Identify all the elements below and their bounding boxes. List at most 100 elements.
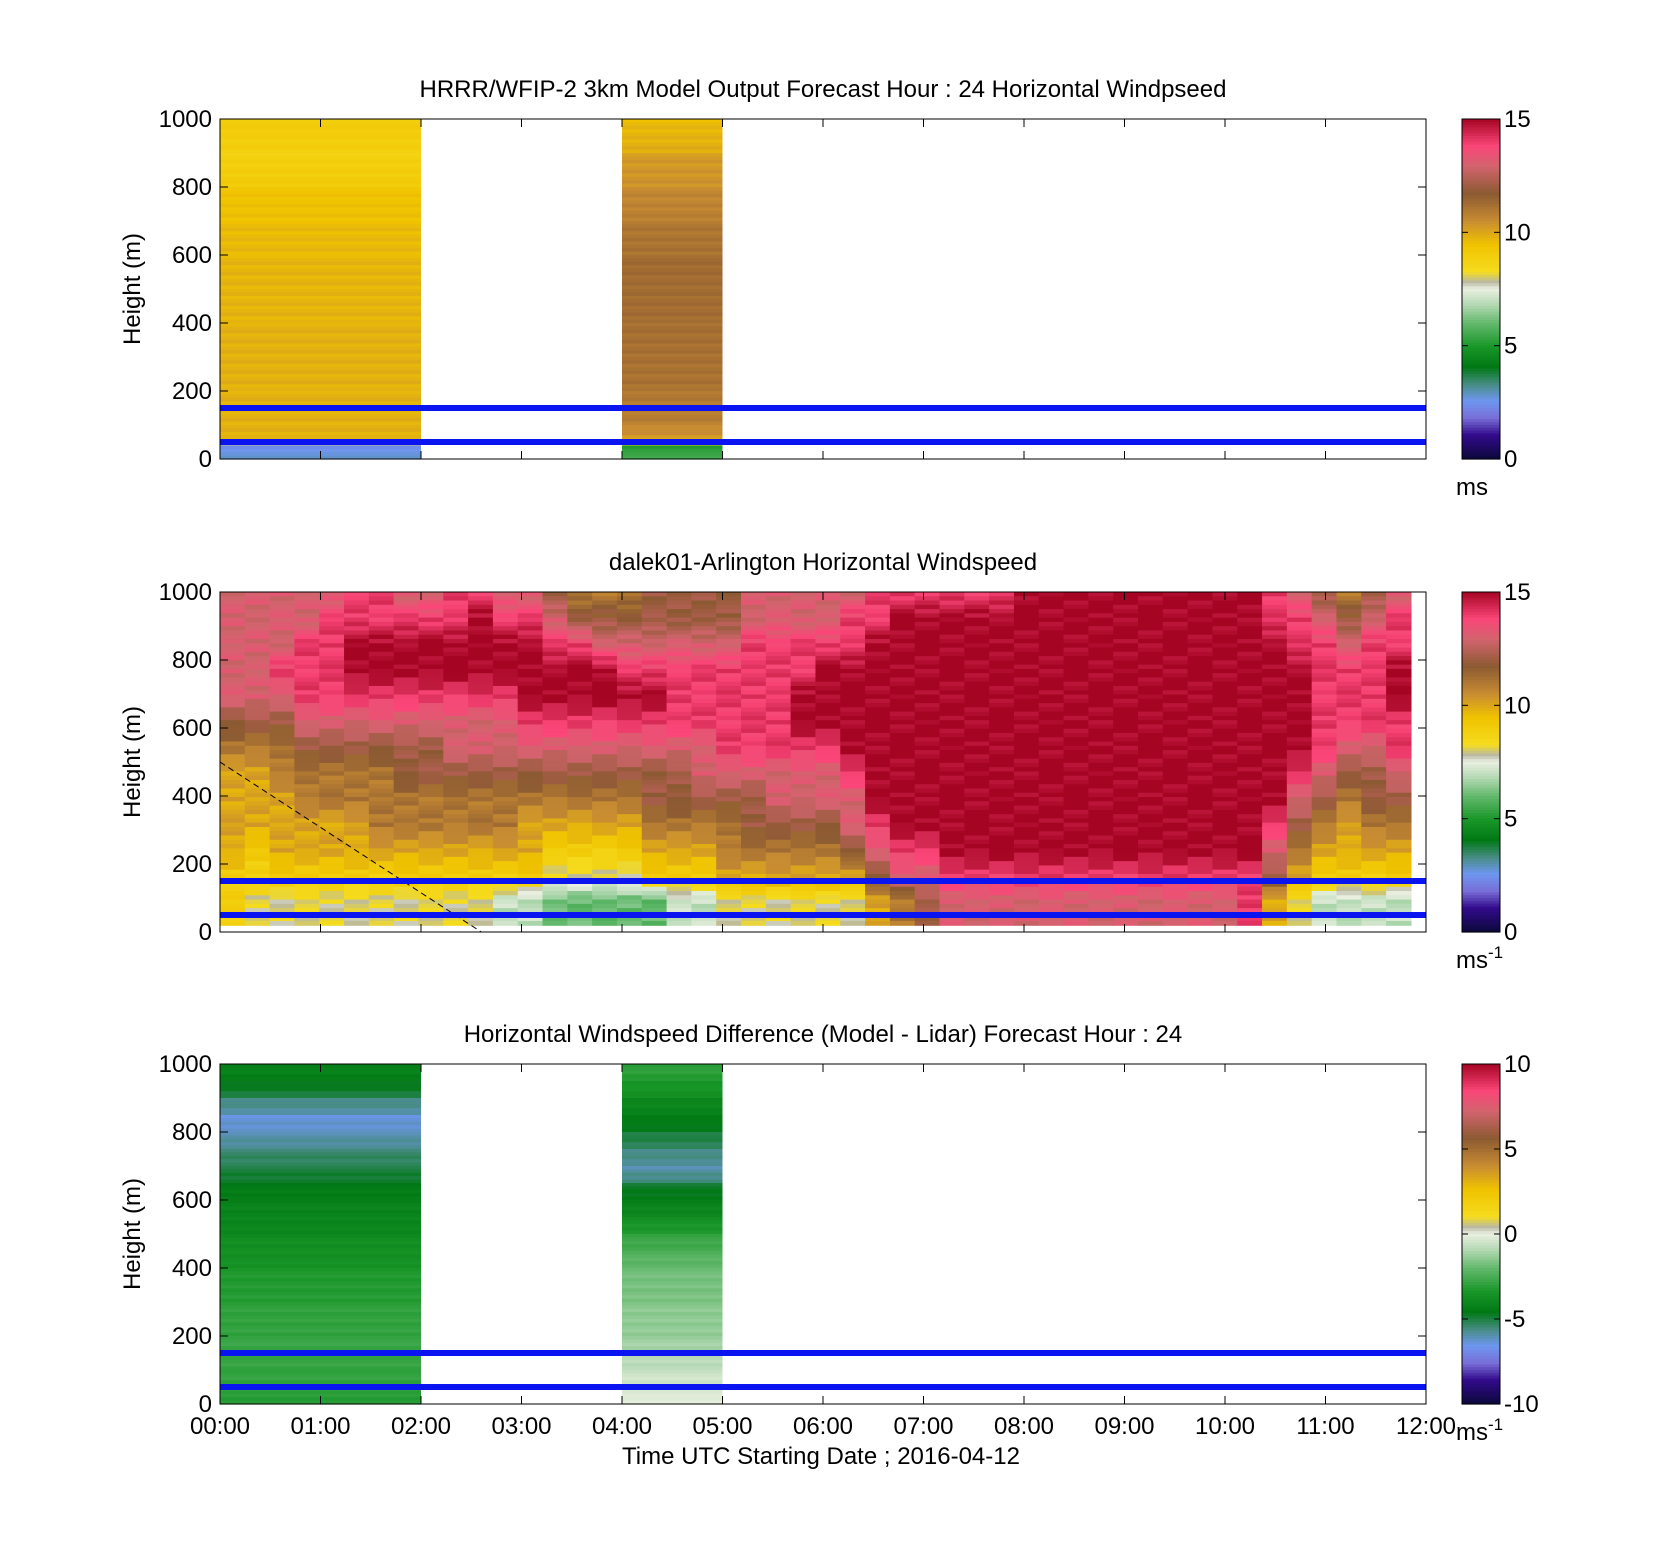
heatmap-cell [622,1200,723,1204]
heatmap-cell [1162,703,1189,708]
heatmap-cell [622,1332,723,1337]
heatmap-cell [622,1074,723,1079]
heatmap-cell [1212,732,1238,738]
heatmap-cell [622,353,723,358]
heatmap-cell [1088,920,1114,926]
heatmap-cell [393,852,420,858]
heatmap-cell [1038,664,1065,670]
heatmap-cell [865,621,891,627]
heatmap-cell [294,852,320,858]
heatmap-cell [1113,771,1139,777]
heatmap-cell [1063,805,1089,811]
heatmap-cell [616,916,643,922]
heatmap-cell [517,728,544,734]
heatmap-cell [269,728,296,734]
heatmap-cell [622,1067,723,1072]
heatmap-cell [939,647,965,653]
heatmap-cell [765,891,792,896]
heatmap-cell [269,673,296,679]
heatmap-cell [641,626,668,632]
heatmap-cell [1013,754,1040,760]
heatmap-cell [1311,660,1338,666]
heatmap-cell [244,771,271,777]
heatmap-cell [393,891,420,896]
heatmap-cell [567,895,593,901]
heatmap-cell [220,916,246,922]
heatmap-cell [1088,737,1114,743]
heatmap-cell [964,685,990,691]
heatmap-cell [542,818,568,824]
heatmap-cell [1237,805,1263,811]
heatmap-cell [1187,711,1214,717]
heatmap-cell [592,779,618,785]
heatmap-cell [1138,852,1164,858]
heatmap-cell [269,903,296,909]
colorbar-strip [1462,1370,1500,1374]
heatmap-cell [939,617,965,623]
heatmap-cell [294,685,320,691]
heatmap-cell [492,852,519,858]
heatmap-cell [1038,882,1065,888]
heatmap-cell [840,634,866,640]
heatmap-cell [1361,698,1387,704]
heatmap-cell [939,621,965,627]
heatmap-cell [622,1247,723,1252]
colorbar-strip [1462,1109,1500,1113]
heatmap-cell [989,818,1015,824]
heatmap-cell [443,656,469,661]
heatmap-cell [244,839,271,845]
heatmap-cell [592,920,618,926]
colorbar-strip [1462,651,1500,655]
heatmap-cell [889,882,916,888]
heatmap-cell [840,814,866,820]
heatmap-cell [790,916,817,922]
heatmap-cell [622,411,723,416]
heatmap-cell [1386,831,1412,837]
colorbar-strip [1462,1279,1500,1283]
heatmap-cell [914,762,941,768]
heatmap-cell [716,916,742,922]
heatmap-cell [1336,886,1362,892]
heatmap-cell [765,805,792,811]
heatmap-cell [865,873,891,879]
panel-2: dalek01-Arlington Horizontal Windspeed02… [119,549,1531,974]
heatmap-cell [1361,630,1387,636]
heatmap-cell [616,895,643,901]
heatmap-cell [220,750,246,755]
heatmap-cell [1187,720,1214,726]
heatmap-cell [939,600,965,606]
heatmap-cell [691,732,717,738]
heatmap-cell [269,724,296,730]
heatmap-cell [889,856,916,862]
heatmap-cell [1063,592,1089,597]
heatmap-cell [765,741,792,747]
heatmap-cell [641,916,668,922]
heatmap-cell [1138,677,1164,683]
heatmap-cell [1336,673,1362,679]
colorbar-tick-label: 5 [1504,333,1517,360]
heatmap-cell [443,681,469,687]
heatmap-cell [1113,762,1139,768]
heatmap-cell [815,844,841,849]
heatmap-cell [939,805,965,811]
heatmap-cell [1138,856,1164,862]
heatmap-cell [220,397,421,402]
heatmap-cell [765,596,792,602]
heatmap-cell [1262,826,1288,832]
heatmap-cell [1162,899,1189,905]
heatmap-cell [1063,711,1089,717]
heatmap-cell [1361,711,1387,717]
heatmap-cell [443,891,469,896]
heatmap-cell [865,685,891,691]
heatmap-cell [622,1240,723,1245]
heatmap-cell [1386,609,1412,614]
heatmap-cell [741,677,767,683]
heatmap-cell [914,745,941,751]
colorbar-strip [1462,1120,1500,1125]
heatmap-cell [1038,651,1065,657]
colorbar-strip [1462,855,1500,859]
heatmap-cell [939,835,965,841]
heatmap-cell [468,604,494,610]
heatmap-cell [368,647,395,653]
heatmap-cell [790,822,817,828]
